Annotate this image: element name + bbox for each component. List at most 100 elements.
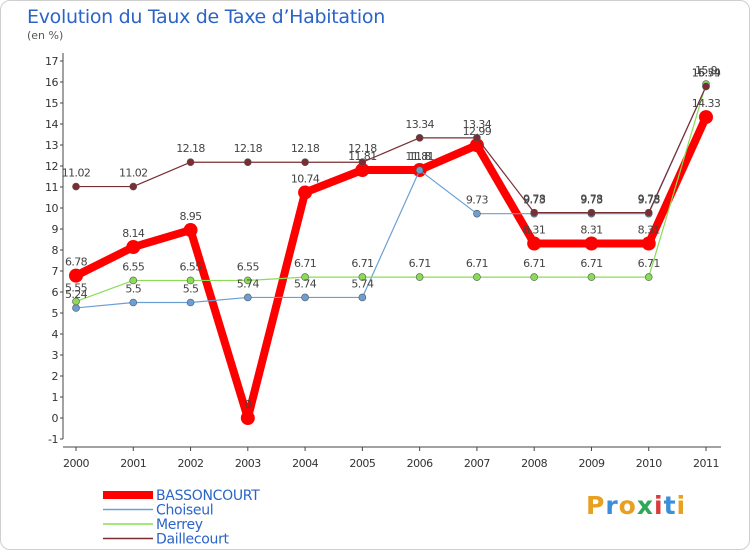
data-label: 8.95 (179, 210, 202, 223)
y-tick-label: 5 (52, 307, 59, 320)
data-label: 12.18 (234, 142, 263, 155)
data-point (587, 208, 596, 217)
x-tick-label: 2006 (407, 457, 433, 470)
data-label: 12.18 (348, 142, 377, 155)
data-point (641, 236, 656, 251)
data-point (186, 158, 195, 167)
data-point (301, 158, 309, 167)
data-point (702, 82, 710, 91)
data-point (129, 276, 138, 285)
x-tick-label: 2000 (63, 457, 89, 470)
y-tick-label: 4 (52, 328, 59, 341)
data-label: 6.55 (122, 260, 145, 273)
x-tick-label: 2004 (292, 457, 318, 470)
series-line-bassoncourt (72, 113, 710, 422)
data-label: 10.74 (291, 172, 320, 185)
data-point (415, 273, 424, 281)
legend-entry: Daillecourt (156, 532, 230, 548)
series-line-merrey (75, 83, 707, 303)
data-label: 11.02 (119, 167, 148, 180)
data-label: 6.71 (580, 257, 602, 270)
data-label: 6.71 (409, 257, 431, 270)
data-label: 6.71 (351, 257, 373, 270)
data-point (473, 273, 481, 281)
data-label: 9.78 (638, 193, 661, 206)
data-point (530, 273, 538, 281)
data-label: 9.73 (466, 194, 489, 207)
data-label: 11.8 (409, 150, 432, 163)
data-label: 6.55 (237, 260, 260, 273)
x-tick-label: 2008 (521, 457, 547, 470)
data-label: 8.31 (523, 223, 545, 236)
data-point (298, 185, 313, 200)
y-tick-label: 11 (45, 181, 58, 194)
data-point (530, 208, 538, 217)
data-point (72, 297, 80, 306)
data-label: 6.78 (65, 256, 88, 269)
y-tick-label: 12 (45, 160, 58, 173)
legend-entry: Choiseul (156, 503, 213, 519)
x-tick-label: 2005 (349, 457, 375, 470)
y-tick-label: 2 (52, 370, 59, 383)
data-label: 6.71 (294, 257, 316, 270)
y-tick-label: 13 (45, 139, 58, 152)
legend-entry: Merrey (156, 517, 203, 533)
series-line-choiseul (75, 85, 707, 309)
data-point (129, 298, 138, 307)
data-point (72, 182, 80, 191)
x-tick-label: 2002 (178, 457, 204, 470)
data-label: 9.78 (580, 193, 603, 206)
data-label: 6.55 (179, 260, 202, 273)
data-label: 13.34 (405, 118, 434, 131)
data-label: 14.33 (692, 97, 721, 110)
data-point (244, 158, 252, 167)
data-label: 8.31 (580, 223, 602, 236)
data-point (129, 182, 138, 191)
data-label: 6.71 (466, 257, 488, 270)
y-tick-label: 15 (45, 97, 58, 110)
data-point (587, 273, 596, 281)
data-label: 5.55 (65, 281, 88, 294)
data-label: 6.71 (523, 257, 545, 270)
data-label: 12.18 (291, 142, 320, 155)
data-label: 11.02 (62, 167, 91, 180)
data-point (355, 162, 370, 177)
x-tick-label: 2011 (693, 457, 719, 470)
chart-subtitle: (en %) (27, 29, 64, 42)
y-tick-label: 9 (52, 223, 59, 236)
data-label: 5.74 (237, 277, 260, 290)
y-tick-label: 3 (52, 349, 59, 362)
x-tick-label: 2009 (578, 457, 604, 470)
data-point (415, 134, 424, 142)
data-point (69, 268, 83, 283)
data-point (584, 236, 599, 251)
y-tick-label: 1 (52, 391, 59, 404)
y-tick-label: 10 (45, 202, 58, 215)
legend-entry: BASSONCOURT (156, 488, 260, 504)
data-point (358, 293, 367, 302)
y-tick-label: 0 (52, 412, 59, 425)
data-label: 5.5 (125, 283, 141, 296)
data-label: 9.73 (523, 194, 546, 207)
data-point (473, 209, 481, 218)
y-tick-label: 17 (45, 55, 58, 68)
data-label: 9.78 (523, 193, 546, 206)
x-tick-label: 2007 (464, 457, 490, 470)
x-tick-label: 2001 (120, 457, 146, 470)
data-point (186, 276, 195, 285)
data-label: 12.99 (463, 125, 492, 138)
data-point (415, 166, 424, 174)
proxiti-logo: Proxiti (586, 491, 687, 520)
data-point (183, 223, 198, 238)
data-label: 16.54 (692, 66, 721, 79)
data-point (301, 293, 309, 302)
y-tick-label: 16 (45, 76, 58, 89)
data-point (301, 273, 309, 281)
data-label: 5.5 (183, 283, 199, 296)
data-label: 11.81 (348, 150, 377, 163)
data-point (186, 298, 195, 307)
data-label: 6.71 (638, 257, 660, 270)
data-point (240, 411, 255, 425)
data-point (244, 293, 252, 302)
